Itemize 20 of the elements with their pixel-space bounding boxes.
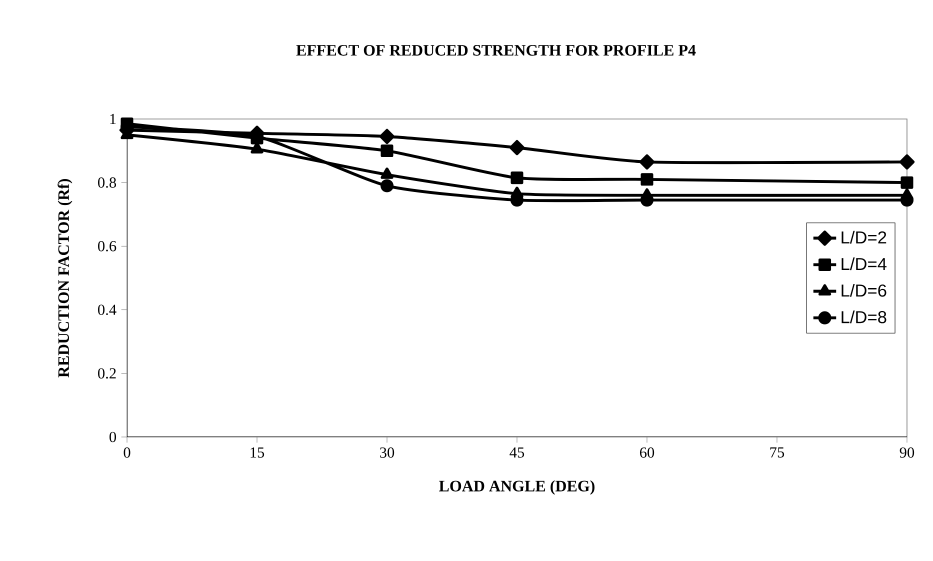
y-tick-label: 0.2	[98, 368, 116, 379]
x-tick-label: 15	[250, 447, 264, 458]
x-tick-label: 60	[640, 447, 654, 458]
y-tick-label: 1	[110, 114, 116, 124]
y-tick-label: 0	[110, 432, 116, 442]
x-tick-label: 45	[510, 447, 524, 458]
y-tick-label: 0.4	[98, 304, 116, 315]
x-tick-label: 75	[770, 447, 784, 458]
chart-title: EFFECT OF REDUCED STRENGTH FOR PROFILE P4	[296, 44, 696, 56]
x-tick-label: 90	[900, 447, 914, 458]
y-tick-label: 0.6	[98, 241, 116, 252]
y-tick-label: 0.8	[98, 177, 116, 188]
x-tick-label: 0	[124, 447, 130, 458]
legend-label: L/D=6	[842, 284, 886, 297]
x-tick-label: 30	[380, 447, 394, 458]
legend-label: L/D=4	[842, 257, 887, 270]
legend-label: L/D=8	[842, 310, 886, 324]
y-axis-title: REDUCTION FACTOR (Rf)	[58, 179, 72, 378]
x-axis-title: LOAD ANGLE (DEG)	[439, 480, 594, 495]
legend-label: L/D=2	[842, 230, 886, 244]
